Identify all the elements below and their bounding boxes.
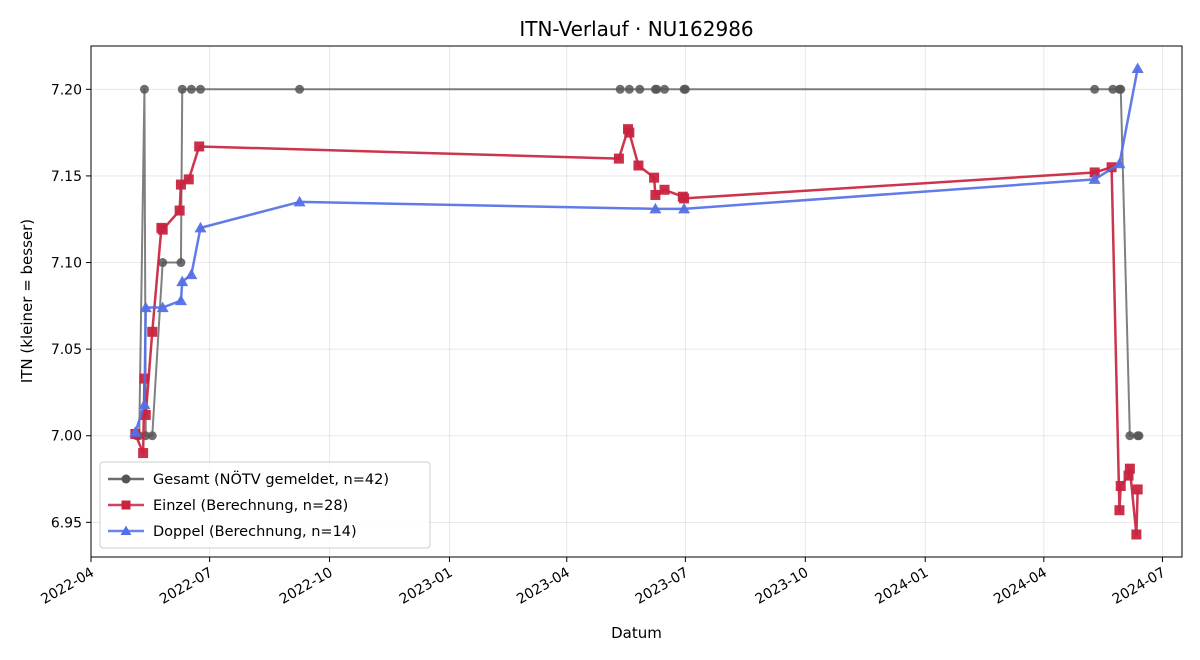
legend-item-1: Gesamt (NÖTV gemeldet, n=42) <box>108 470 389 488</box>
data-point <box>1131 62 1144 74</box>
legend: Gesamt (NÖTV gemeldet, n=42) Einzel (Bere… <box>99 461 431 549</box>
data-point <box>1108 84 1118 94</box>
chart-title: ITN-Verlauf · NU162986 <box>519 17 753 41</box>
legend-box <box>99 461 431 549</box>
y-tick-label: 7.00 <box>51 429 82 445</box>
legend-swatch-marker <box>121 474 131 484</box>
y-axis-title: ITN (kleiner = besser) <box>18 219 36 383</box>
data-point <box>295 84 305 94</box>
series-layer <box>129 62 1144 540</box>
plot-area-frame <box>90 45 1183 558</box>
data-point <box>139 301 152 313</box>
data-point <box>293 195 306 207</box>
data-point <box>1090 84 1100 94</box>
data-point <box>680 84 690 94</box>
data-point <box>186 84 196 94</box>
data-point <box>615 84 625 94</box>
data-point <box>175 179 186 190</box>
data-point <box>649 202 662 214</box>
data-point <box>1116 84 1126 94</box>
data-point <box>140 409 151 420</box>
y-tick-label: 7.05 <box>51 342 82 358</box>
legend-swatch-marker <box>120 525 132 536</box>
data-point <box>147 431 157 441</box>
data-point <box>624 84 634 94</box>
series-2 <box>130 124 1143 540</box>
data-point <box>1123 470 1134 481</box>
data-point <box>194 141 205 152</box>
data-point <box>635 84 645 94</box>
x-tick-label: 2023-01 <box>397 565 456 608</box>
x-tick-label: 2022-04 <box>38 565 97 608</box>
data-point <box>1125 431 1135 441</box>
data-point <box>158 258 168 268</box>
data-point <box>624 127 635 138</box>
x-tick-label: 2023-07 <box>633 565 692 608</box>
x-tick-label: 2024-04 <box>991 565 1050 608</box>
data-point <box>157 224 168 235</box>
y-tick-label: 7.10 <box>51 256 82 272</box>
data-point <box>1131 529 1142 540</box>
data-point <box>195 84 205 94</box>
y-tick-label: 7.15 <box>51 169 82 185</box>
data-point <box>177 84 187 94</box>
data-point <box>194 221 207 233</box>
legend-label: Gesamt (NÖTV gemeldet, n=42) <box>153 470 389 488</box>
data-point <box>660 84 670 94</box>
x-tick-label: 2023-10 <box>753 565 812 608</box>
data-point <box>649 172 660 183</box>
x-tick-label: 2022-10 <box>277 565 336 608</box>
data-point <box>185 268 198 280</box>
data-point <box>139 84 149 94</box>
data-point <box>1134 431 1144 441</box>
data-point <box>138 448 149 459</box>
legend-label: Einzel (Berechnung, n=28) <box>153 498 348 514</box>
data-point <box>174 294 187 306</box>
legend-label: Doppel (Berechnung, n=14) <box>153 524 357 540</box>
x-tick-label: 2024-01 <box>873 565 932 608</box>
data-point <box>633 160 644 171</box>
y-tick-label: 7.20 <box>51 82 82 98</box>
x-axis-title: Datum <box>611 624 662 642</box>
series-line <box>134 127 1139 536</box>
data-point <box>1124 463 1135 474</box>
x-tick-label: 2022-07 <box>157 565 216 608</box>
data-point <box>659 184 670 195</box>
data-point <box>156 301 169 313</box>
series-3 <box>129 62 1144 437</box>
series-1 <box>132 84 1144 441</box>
legend-swatch-marker <box>121 500 131 510</box>
data-point <box>650 189 661 200</box>
data-point <box>1089 167 1100 178</box>
x-tick-label: 2024-07 <box>1110 565 1169 608</box>
data-point <box>176 258 186 268</box>
data-point <box>1132 484 1143 495</box>
data-point <box>679 193 690 204</box>
data-point <box>1114 505 1125 516</box>
legend-item-3: Doppel (Berechnung, n=14) <box>108 524 357 540</box>
data-point <box>1115 480 1126 491</box>
data-point <box>138 398 151 410</box>
legend-item-2: Einzel (Berechnung, n=28) <box>108 498 348 514</box>
data-point <box>1088 173 1101 184</box>
data-point <box>1113 157 1126 169</box>
data-point <box>652 84 662 94</box>
data-point <box>183 174 194 185</box>
y-tick-label: 6.95 <box>51 515 82 531</box>
data-point <box>613 153 624 164</box>
data-point <box>678 202 691 214</box>
data-point <box>129 426 142 437</box>
data-point <box>176 275 189 287</box>
data-point <box>174 205 185 216</box>
series-line <box>134 68 1139 433</box>
x-tick-label: 2023-04 <box>514 565 573 608</box>
data-point <box>147 326 158 337</box>
